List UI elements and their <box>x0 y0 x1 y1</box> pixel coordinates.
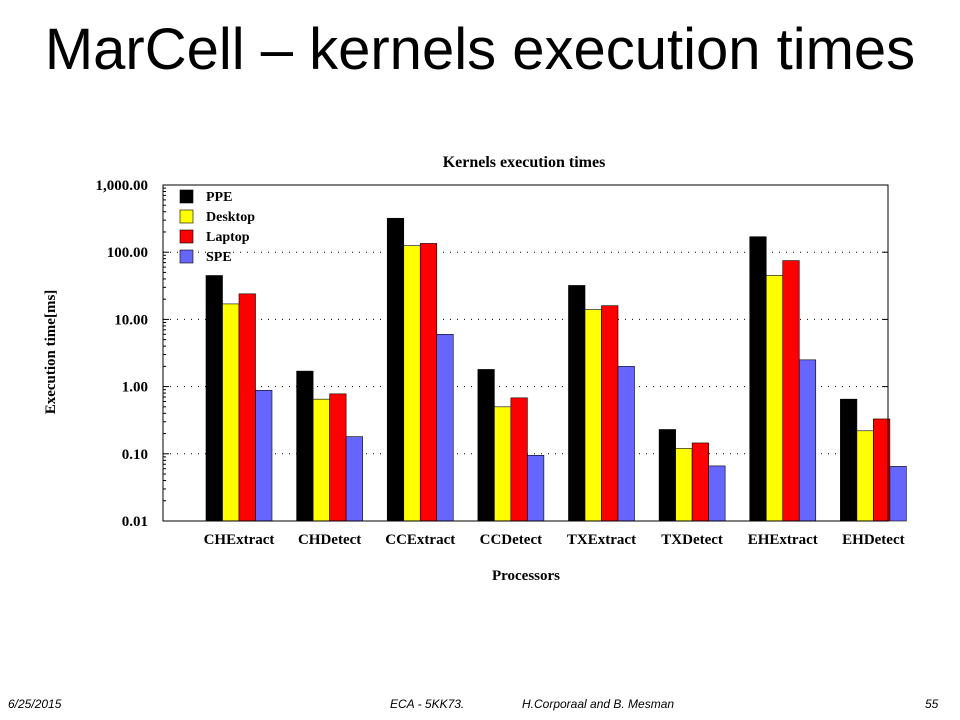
bar-spe-ehdetect <box>889 466 907 522</box>
bar-desktop-txextract <box>584 309 602 522</box>
bar-spe-chextract <box>255 390 273 522</box>
legend-label-laptop: Laptop <box>206 230 250 245</box>
bar-spe-chdetect <box>345 436 363 522</box>
bar-desktop-txdetect <box>675 448 693 522</box>
bar-laptop-ccdetect <box>510 397 528 522</box>
bar-desktop-ccextract <box>403 245 421 522</box>
footer-date: 6/25/2015 <box>8 697 62 711</box>
x-tick-label: CCExtract <box>385 532 455 548</box>
bar-ppe-chextract <box>205 275 223 522</box>
legend-swatch-ppe <box>179 189 194 204</box>
y-tick-label: 10.00 <box>114 312 148 328</box>
bar-laptop-ccextract <box>419 243 438 522</box>
bar-ppe-ehextract <box>749 236 767 522</box>
bar-ppe-ccextract <box>386 217 405 522</box>
y-tick-label: 0.10 <box>122 447 148 463</box>
bar-laptop-ehdetect <box>873 418 891 522</box>
legend: PPE Desktop Laptop SPE <box>179 189 255 265</box>
plot-frame <box>162 184 889 522</box>
bar-spe-ehextract <box>798 359 817 522</box>
x-tick-label: CHExtract <box>204 532 275 548</box>
y-tick-label: 1.00 <box>122 380 148 396</box>
y-axis-title: Execution time[ms] <box>43 290 59 415</box>
bar-spe-ccdetect <box>527 454 545 522</box>
bar-desktop-chdetect <box>312 398 330 522</box>
x-tick-label: CCDetect <box>480 532 542 548</box>
chart-title: Kernels execution times <box>443 154 606 171</box>
bar-laptop-chextract <box>238 293 256 522</box>
bar-laptop-txextract <box>601 305 619 522</box>
legend-label-desktop: Desktop <box>206 210 255 225</box>
legend-label-ppe: PPE <box>206 190 232 205</box>
footer-authors: H.Corporaal and B. Mesman <box>522 697 675 711</box>
x-axis-title: Processors <box>492 568 560 584</box>
x-tick-label: EHDetect <box>842 532 904 548</box>
legend-swatch-desktop <box>179 209 194 224</box>
y-tick-label: 100.00 <box>107 245 148 261</box>
bar-laptop-txdetect <box>691 442 709 522</box>
x-tick-labels: CHExtract CHDetect CCExtract CCDetect TXExtr… <box>204 532 905 548</box>
bar-laptop-chdetect <box>329 393 347 522</box>
slide-title: MarCell – kernels execution times <box>44 17 916 82</box>
x-tick-label: TXExtract <box>567 532 636 548</box>
y-tick-label: 0.01 <box>122 514 148 530</box>
bar-spe-txdetect <box>708 465 726 522</box>
bar-ppe-ccdetect <box>477 369 495 522</box>
bar-spe-txextract <box>617 366 635 522</box>
bar-ppe-txdetect <box>658 429 676 522</box>
bar-ppe-txextract <box>568 285 586 522</box>
y-tick-labels: 0.01 0.10 1.00 10.00 100.00 1,000.00 <box>96 178 149 530</box>
y-tick-label: 1,000.00 <box>96 178 149 194</box>
x-tick-label: TXDetect <box>661 532 723 548</box>
bars-layer <box>205 217 907 522</box>
bar-desktop-ccdetect <box>494 406 512 522</box>
x-tick-label: CHDetect <box>298 532 361 548</box>
footer-course: ECA - 5KK73. <box>390 697 465 711</box>
bar-desktop-ehdetect <box>856 430 874 522</box>
legend-label-spe: SPE <box>206 250 232 265</box>
footer-page-number: 55 <box>925 697 939 711</box>
bar-desktop-chextract <box>222 303 240 522</box>
bar-spe-ccextract <box>436 334 454 522</box>
legend-swatch-spe <box>179 249 194 264</box>
legend-swatch-laptop <box>179 229 194 244</box>
bar-desktop-ehextract <box>765 275 784 522</box>
bar-ppe-ehdetect <box>840 398 858 522</box>
bar-laptop-ehextract <box>782 260 800 522</box>
x-tick-label: EHExtract <box>748 532 818 548</box>
bar-ppe-chdetect <box>296 370 314 522</box>
